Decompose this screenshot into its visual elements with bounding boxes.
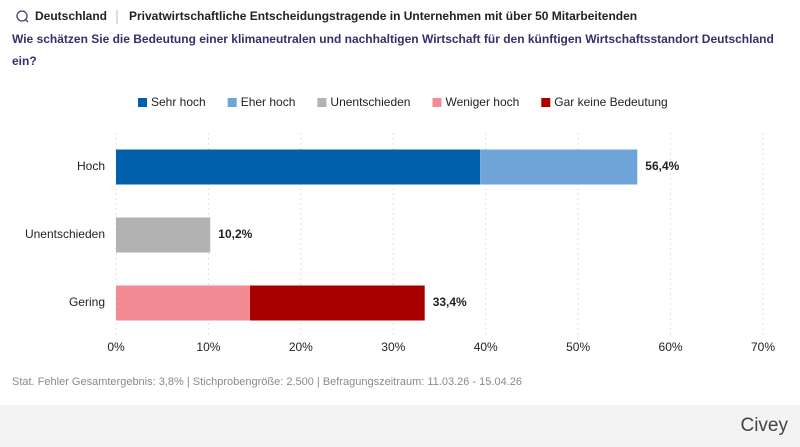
- legend-label: Weniger hoch: [445, 95, 519, 109]
- note: Stat. Fehler Gesamtergebnis: 3,8% | Stic…: [12, 376, 522, 388]
- legend-swatch: [227, 98, 237, 107]
- x-tick-label: 20%: [289, 340, 313, 354]
- legend-label: Sehr hoch: [151, 95, 206, 109]
- brand: Civey: [740, 415, 788, 436]
- y-tick-label: Unentschieden: [25, 227, 105, 241]
- bar: [116, 285, 251, 321]
- bar: [116, 217, 211, 253]
- chart-title: Wie schätzen Sie die Bedeutung einer kli…: [12, 32, 774, 68]
- x-tick-label: 50%: [566, 340, 590, 354]
- y-tick-label: Hoch: [77, 159, 105, 173]
- bar: [250, 285, 425, 321]
- total-label: 10,2%: [218, 227, 252, 241]
- x-tick-label: 40%: [474, 340, 498, 354]
- bar: [116, 149, 481, 185]
- bar: [480, 149, 638, 185]
- legend-label: Eher hoch: [241, 95, 296, 109]
- legend-swatch: [541, 98, 551, 107]
- y-tick-label: Gering: [69, 295, 105, 309]
- x-tick-label: 60%: [659, 340, 683, 354]
- x-tick-label: 30%: [381, 340, 405, 354]
- audience: Privatwirtschaftliche Entscheidungstrage…: [129, 9, 637, 23]
- region: Deutschland: [35, 9, 107, 23]
- legend-swatch: [432, 98, 442, 107]
- legend-label: Unentschieden: [330, 95, 410, 109]
- title-box: Wie schätzen Sie die Bedeutung einer kli…: [12, 32, 774, 68]
- legend-swatch: [317, 98, 327, 107]
- legend-swatch: [138, 98, 147, 107]
- x-tick-label: 70%: [751, 340, 775, 354]
- search-icon: [16, 10, 29, 23]
- x-tick-label: 0%: [107, 340, 125, 354]
- legend-label: Gar keine Bedeutung: [554, 95, 667, 109]
- total-label: 33,4%: [433, 295, 467, 309]
- total-label: 56,4%: [645, 159, 679, 173]
- x-tick-label: 10%: [196, 340, 220, 354]
- footer-bar: [0, 405, 800, 447]
